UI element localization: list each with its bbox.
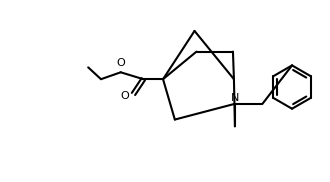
Text: O: O [121,91,130,101]
Text: N: N [231,93,239,103]
Text: O: O [116,58,125,68]
